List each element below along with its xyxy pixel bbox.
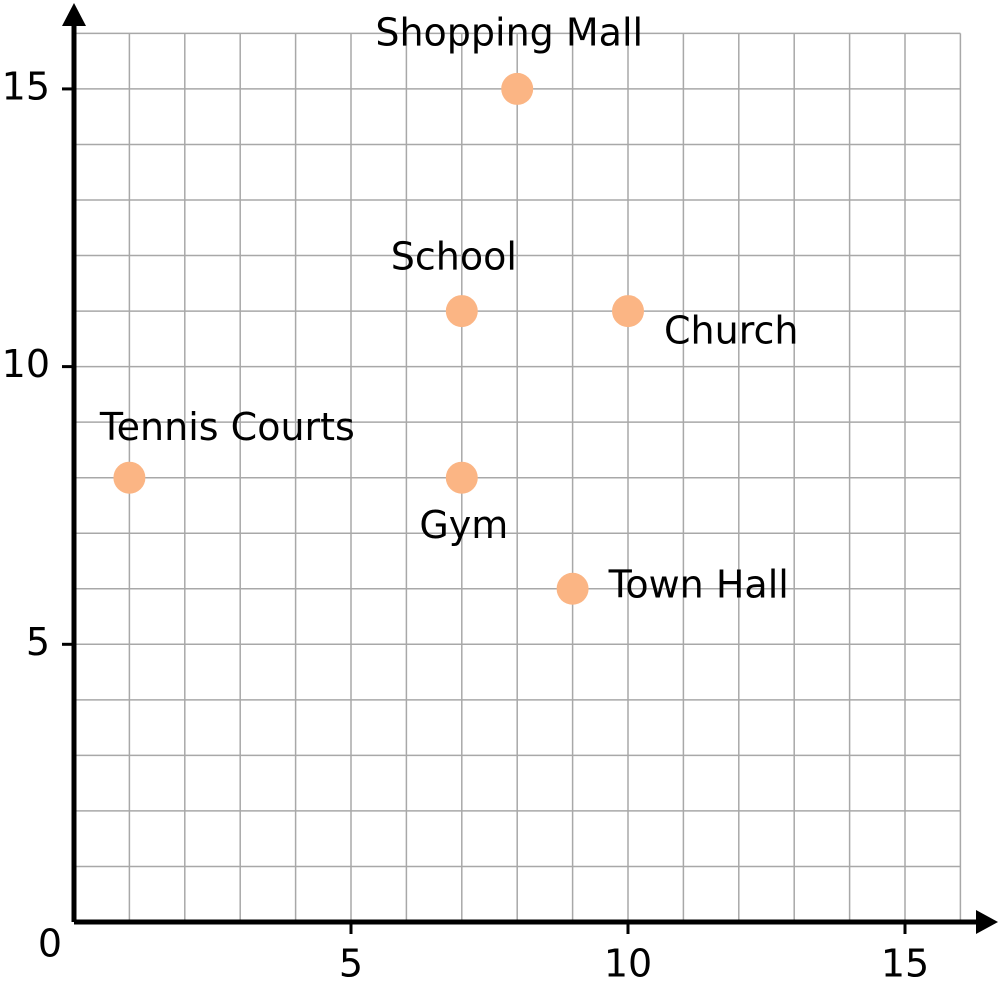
y-tick-label: 10 [2,342,50,386]
point [612,295,644,328]
x-tick-label: 0 [38,922,62,966]
y-tick-label: 5 [26,620,50,664]
point-label: Gym [419,503,508,547]
point-label: Town Hall [608,562,789,606]
x-axis-arrow [976,910,998,934]
point [445,461,478,494]
point [445,295,478,328]
grid [74,32,962,922]
point [113,461,146,494]
point [501,72,534,105]
point-label: Church [664,309,798,353]
x-tick-label: 5 [339,942,363,985]
point-label: Tennis Courts [99,405,355,449]
point-label: School [391,235,517,279]
y-tick-label: 15 [2,64,50,108]
x-tick-label: 15 [881,942,929,985]
point-label: Shopping Mall [375,10,643,54]
x-tick-label: 10 [604,942,652,985]
y-axis-arrow [62,3,86,26]
point [556,572,589,605]
